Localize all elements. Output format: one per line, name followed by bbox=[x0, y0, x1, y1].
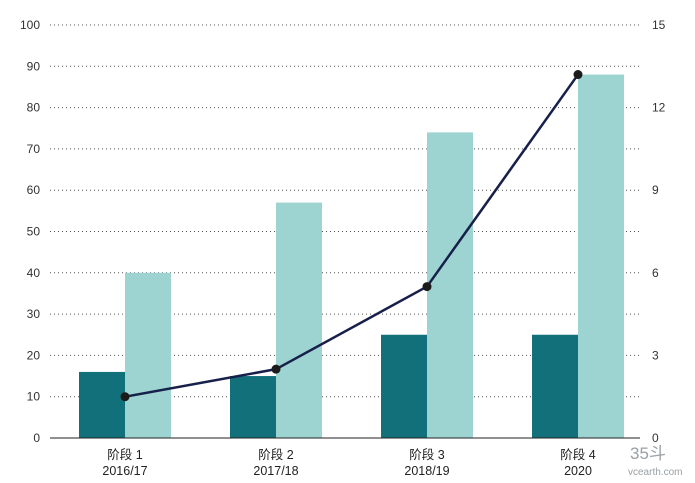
bar bbox=[532, 334, 578, 438]
category-sublabel: 2020 bbox=[564, 464, 592, 478]
category-sublabel: 2016/17 bbox=[102, 464, 147, 478]
watermark: 35斗 vcearth.com bbox=[628, 444, 682, 478]
left-tick-label: 100 bbox=[20, 18, 40, 32]
right-tick-label: 3 bbox=[652, 348, 659, 362]
bar bbox=[578, 74, 624, 438]
category-label: 阶段 4 bbox=[560, 447, 595, 462]
category-label: 阶段 1 bbox=[107, 447, 142, 462]
bar bbox=[125, 272, 171, 438]
right-tick-label: 12 bbox=[652, 101, 666, 115]
line-point bbox=[422, 282, 432, 292]
x-axis-labels: 阶段 1 2016/17 阶段 2 2017/18 阶段 3 2018/19 阶段 4 202… bbox=[102, 447, 595, 478]
right-tick-label: 0 bbox=[652, 431, 659, 445]
right-tick-label: 6 bbox=[652, 266, 659, 280]
line-series bbox=[120, 70, 583, 402]
line-point bbox=[271, 364, 281, 374]
line-point bbox=[120, 392, 130, 402]
bar bbox=[427, 132, 473, 438]
series-line bbox=[124, 73, 580, 398]
category-sublabel: 2017/18 bbox=[253, 464, 298, 478]
category-label: 阶段 3 bbox=[409, 447, 444, 462]
category-label: 阶段 2 bbox=[258, 447, 293, 462]
left-tick-label: 20 bbox=[27, 348, 41, 362]
left-tick-label: 80 bbox=[27, 101, 41, 115]
bar bbox=[79, 371, 125, 438]
left-tick-label: 50 bbox=[27, 225, 41, 239]
bar-series bbox=[79, 74, 624, 438]
left-tick-label: 70 bbox=[27, 142, 41, 156]
left-tick-label: 40 bbox=[27, 266, 41, 280]
right-tick-label: 15 bbox=[652, 18, 666, 32]
line-point bbox=[573, 70, 583, 80]
watermark-logo: 35斗 bbox=[630, 444, 666, 463]
left-tick-label: 0 bbox=[33, 431, 40, 445]
bar bbox=[230, 376, 276, 438]
right-tick-label: 9 bbox=[652, 183, 659, 197]
left-tick-label: 10 bbox=[27, 390, 41, 404]
bar bbox=[381, 334, 427, 438]
left-tick-label: 60 bbox=[27, 183, 41, 197]
right-axis: 0 3 6 9 12 15 bbox=[652, 18, 666, 445]
watermark-site: vcearth.com bbox=[628, 467, 682, 478]
left-tick-label: 30 bbox=[27, 307, 41, 321]
bar bbox=[276, 202, 322, 438]
category-sublabel: 2018/19 bbox=[404, 464, 449, 478]
left-tick-label: 90 bbox=[27, 59, 41, 73]
left-axis: 0 10 20 30 40 50 60 70 80 90 100 bbox=[20, 18, 40, 445]
